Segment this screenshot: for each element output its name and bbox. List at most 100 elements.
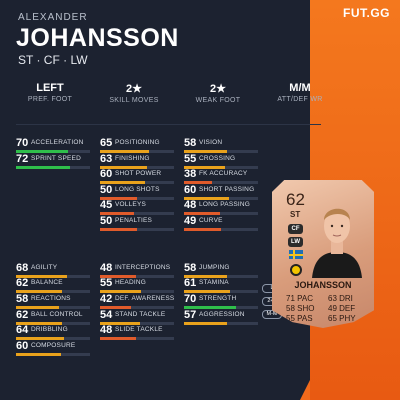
stat-acceleration: 70 ACCELERATION xyxy=(16,137,96,157)
stat-bar-track xyxy=(100,196,174,200)
stat-balance: 62 BALANCE xyxy=(16,277,96,297)
card-stat-right: 63 DRI xyxy=(328,294,353,303)
stat-stand-tackle: 54 STAND TACKLE xyxy=(100,309,180,329)
stat-label: CROSSING xyxy=(199,154,236,162)
stat-sprint-speed: 72 SPRINT SPEED xyxy=(16,153,96,173)
weak-foot-value: 2★ xyxy=(210,83,226,95)
card-position: ST xyxy=(290,210,301,219)
stat-heading: 55 HEADING xyxy=(100,277,180,297)
stat-bar-track xyxy=(16,306,90,309)
card-player-name: JOHANSSON xyxy=(294,280,352,290)
card-rating: 62 xyxy=(286,190,305,209)
stat-value: 57 xyxy=(184,308,197,321)
pref-foot-label: PREF. FOOT xyxy=(27,96,73,103)
work-rate-info: M/M ATT/DEF WR xyxy=(260,82,340,103)
stat-bar-fill xyxy=(184,274,228,278)
stat-bar-track xyxy=(184,228,258,231)
weak-foot-info: 2★ WEAK FOOT xyxy=(178,82,258,104)
player-card[interactable]: 62 ST CF LW JOHANSSON 71 PAC 63 DRI 58 S… xyxy=(272,180,374,328)
pref-foot-info: LEFT PREF. FOOT xyxy=(10,82,90,103)
stat-value: 62 xyxy=(16,308,29,321)
stat-label: HEADING xyxy=(115,279,147,287)
stat-value: 58 xyxy=(184,261,197,274)
stat-label: JUMPING xyxy=(199,263,230,271)
stat-value: 60 xyxy=(16,339,29,352)
stat-long-passing: 48 LONG PASSING xyxy=(184,199,264,219)
stat-vision: 58 VISION xyxy=(184,137,264,157)
stat-label: LONG PASSING xyxy=(199,201,251,209)
stat-bar-fill xyxy=(100,196,138,200)
player-info-bar: LEFT PREF. FOOT 2★ SKILL MOVES 2★ WEAK F… xyxy=(0,82,330,116)
stat-value: 55 xyxy=(184,152,197,165)
stat-bar-fill xyxy=(100,212,134,216)
stat-bar-track xyxy=(184,165,258,169)
stat-long-shots: 50 LONG SHOTS xyxy=(100,184,180,204)
card-alt-position-chip: LW xyxy=(288,237,303,247)
card-stat-right: 65 PHY xyxy=(328,314,356,323)
work-rate-value: M/M xyxy=(289,82,311,94)
player-portrait xyxy=(312,208,362,278)
player-first-name: ALEXANDER xyxy=(18,12,88,23)
card-stat-row: 71 PAC 63 DRI xyxy=(286,294,366,304)
card-stat-row: 58 SHO 49 DEF xyxy=(286,304,366,314)
stat-label: STRENGTH xyxy=(199,295,237,302)
stat-value: 61 xyxy=(184,277,197,290)
stat-bar-fill xyxy=(184,228,221,231)
stat-label: DRIBBLING xyxy=(31,326,68,334)
card-stat-left: 55 PAS xyxy=(286,314,313,323)
stat-bar-track xyxy=(184,306,258,309)
stat-bar-track xyxy=(100,321,174,325)
stat-bar-track xyxy=(100,274,174,278)
stat-value: 38 xyxy=(184,168,197,181)
player-positions: ST · CF · LW xyxy=(18,53,88,67)
stat-value: 68 xyxy=(16,261,29,274)
stat-bar-fill xyxy=(184,212,220,216)
skill-moves-label: SKILL MOVES xyxy=(109,97,159,104)
stat-bar-track xyxy=(184,290,258,294)
stat-bar-fill xyxy=(100,290,142,294)
stat-bar-fill xyxy=(184,290,230,294)
stat-short-passing: 60 SHORT PASSING xyxy=(184,184,264,204)
card-stat-right: 49 DEF xyxy=(328,304,356,313)
stat-bar-fill xyxy=(100,337,136,341)
stat-def-awareness: 42 DEF. AWARENESS xyxy=(100,293,180,313)
stat-bar-track xyxy=(100,212,174,216)
stat-label: SPRINT SPEED xyxy=(31,154,81,162)
stat-strength: 70 STRENGTH xyxy=(184,293,264,313)
stat-bar-track xyxy=(100,150,174,153)
stat-value: 50 xyxy=(100,183,113,196)
stat-bar-track xyxy=(100,228,174,231)
stat-bar-track xyxy=(16,165,90,169)
stat-agility: 68 AGILITY xyxy=(16,262,96,282)
stat-bar-track xyxy=(100,290,174,294)
stat-label: VOLLEYS xyxy=(115,201,147,209)
futgg-logo[interactable]: FUT.GG xyxy=(343,6,390,20)
stat-label: FINISHING xyxy=(115,154,150,162)
stat-value: 42 xyxy=(100,293,113,305)
work-rate-label: ATT/DEF WR xyxy=(277,96,323,103)
stat-bar-track xyxy=(184,321,258,325)
stat-label: CURVE xyxy=(199,217,223,224)
stat-bar-fill xyxy=(100,165,148,169)
stat-value: 60 xyxy=(184,183,197,196)
card-stat-row: 55 PAS 65 PHY xyxy=(286,314,366,324)
stat-bar-track xyxy=(100,165,174,169)
stat-bar-fill xyxy=(184,181,213,185)
stat-bar-fill xyxy=(16,165,70,169)
stat-value: 64 xyxy=(16,324,29,337)
player-last-name: JOHANSSON xyxy=(16,24,179,52)
stat-value: 48 xyxy=(100,261,113,274)
stat-bar-track xyxy=(100,181,174,185)
stat-bar-fill xyxy=(16,337,64,341)
stat-dribbling: 64 DRIBBLING xyxy=(16,324,96,344)
stat-bar-track xyxy=(16,321,90,325)
stat-bar-track xyxy=(16,352,90,356)
stat-label: POSITIONING xyxy=(115,139,160,146)
stat-bar-fill xyxy=(16,352,61,356)
stat-value: 48 xyxy=(100,324,113,337)
stat-label: COMPOSURE xyxy=(31,341,76,349)
stat-label: LONG SHOTS xyxy=(115,185,160,193)
stat-bar-fill xyxy=(16,306,60,309)
stat-label: SHOT POWER xyxy=(115,170,162,178)
pref-foot-value: LEFT xyxy=(36,82,64,94)
